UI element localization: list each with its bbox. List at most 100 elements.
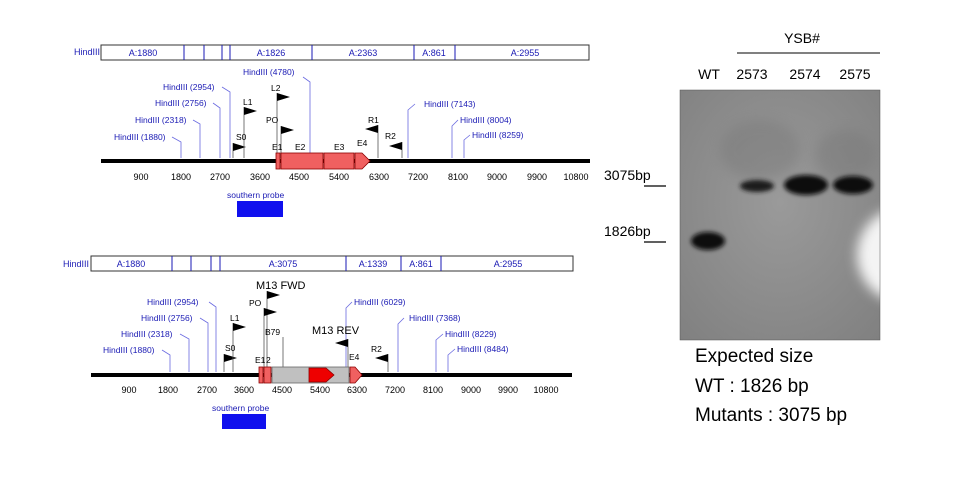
hindiii-site-label: HindIII (6029) (354, 297, 406, 307)
lane-label: 2574 (789, 66, 820, 82)
hindiii-site-label: HindIII (7368) (409, 313, 461, 323)
segment-label: A:2955 (494, 259, 523, 269)
svg-text:4500: 4500 (272, 385, 292, 395)
hindiii-site-label: HindIII (7143) (424, 99, 476, 109)
primer-label: L2 (271, 83, 281, 93)
primer-label: PO (266, 115, 279, 125)
probe-label: southern probe (212, 403, 269, 413)
hindiii-site-label: HindIII (4780) (243, 67, 295, 77)
probe-label: southern probe (227, 190, 284, 200)
segment-bar-top (100, 44, 590, 61)
exon-arrow-icon (354, 152, 371, 170)
svg-text:10800: 10800 (533, 385, 558, 395)
svg-text:9000: 9000 (461, 385, 481, 395)
band-2575 (833, 176, 873, 194)
segment-label: A:2363 (349, 48, 378, 58)
primer-label: R2 (371, 344, 382, 354)
segment-label: A:2955 (511, 48, 540, 58)
southern-probe-box (222, 414, 266, 429)
expected-size-title: Expected size (695, 346, 814, 367)
primer-arrow-icon (264, 308, 277, 316)
svg-text:9000: 9000 (487, 172, 507, 182)
hindiii-site-label: HindIII (8229) (445, 329, 497, 339)
primer-arrow-icon (365, 125, 378, 133)
primer-arrow-icon (267, 291, 280, 299)
primers-top (232, 93, 403, 158)
svg-text:5400: 5400 (310, 385, 330, 395)
hindiii-site-label: HindIII (2756) (141, 313, 193, 323)
hindiii-site-label: HindIII (2318) (135, 115, 187, 125)
exon-box (263, 366, 272, 384)
svg-text:6300: 6300 (347, 385, 367, 395)
hindiii-label-top: HindIII (74, 47, 100, 57)
primer-arrow-icon (335, 339, 348, 347)
svg-text:8100: 8100 (448, 172, 468, 182)
m13-fwd-label: M13 FWD (256, 280, 306, 292)
scale-ticks-top: 900 1800 2700 3600 4500 5400 6300 7200 8… (133, 172, 588, 182)
svg-text:9900: 9900 (527, 172, 547, 182)
svg-text:900: 900 (121, 385, 136, 395)
size-marker-label: 1826bp (604, 223, 651, 239)
expected-wt: WT : 1826 bp (695, 376, 809, 397)
svg-text:1800: 1800 (171, 172, 191, 182)
site-leaders-top (171, 76, 471, 158)
primer-label: L1 (243, 97, 253, 107)
primer-arrow-icon (233, 143, 246, 151)
svg-text:2700: 2700 (197, 385, 217, 395)
hindiii-site-label: HindIII (8004) (460, 115, 512, 125)
exon-box (280, 152, 324, 170)
site-leaders-bottom (161, 301, 456, 372)
exon-label: E2 (295, 142, 306, 152)
primer-label: PO (249, 298, 262, 308)
hindiii-label-bottom: HindIII (63, 259, 89, 269)
hindiii-site-label: HindIII (2954) (147, 297, 199, 307)
exon-label: E4 (349, 352, 360, 362)
segment-label: A:3075 (269, 259, 298, 269)
segment-dividers-top (183, 45, 456, 60)
svg-text:5400: 5400 (329, 172, 349, 182)
segment-label: A:861 (422, 48, 446, 58)
m13-rev-label: M13 REV (312, 325, 360, 337)
segment-label: A:1339 (359, 259, 388, 269)
exon-arrow-icon (349, 366, 363, 384)
hindiii-site-label: HindIII (8484) (457, 344, 509, 354)
ysb-group-label: YSB# (784, 30, 820, 46)
segment-dividers-bottom (171, 256, 442, 271)
exon-box (323, 152, 355, 170)
primer-label: S0 (236, 132, 247, 142)
primer-arrow-icon (277, 93, 290, 101)
hindiii-site-label: HindIII (2954) (163, 82, 215, 92)
exon-label: E1 (255, 355, 266, 365)
exon-label: E3 (334, 142, 345, 152)
lane-label: 2575 (839, 66, 870, 82)
exon-label: E1 (272, 142, 283, 152)
lane-label: 2573 (736, 66, 767, 82)
primer-arrow-icon (389, 142, 402, 150)
band-2573 (740, 180, 774, 192)
southern-blot: YSB# WT 2573 2574 2575 3075bp 1826bp (604, 30, 881, 341)
band-wt (691, 232, 725, 250)
hindiii-site-label: HindIII (8259) (472, 130, 524, 140)
svg-text:4500: 4500 (289, 172, 309, 182)
svg-text:2700: 2700 (210, 172, 230, 182)
insert-arrow-icon (308, 367, 335, 383)
size-marker-label: 3075bp (604, 167, 651, 183)
lane-label: WT (698, 66, 720, 82)
hindiii-site-label: HindIII (1880) (103, 345, 155, 355)
svg-text:1800: 1800 (158, 385, 178, 395)
svg-text:3600: 3600 (250, 172, 270, 182)
band-2574 (784, 175, 828, 195)
segment-label: A:861 (409, 259, 433, 269)
primer-arrow-icon (281, 126, 294, 134)
svg-text:8100: 8100 (423, 385, 443, 395)
scale-ticks-bottom: 900 1800 2700 3600 4500 5400 6300 7200 8… (121, 385, 558, 395)
primer-arrow-icon (244, 107, 257, 115)
svg-text:6300: 6300 (369, 172, 389, 182)
primer-label: B79 (265, 327, 280, 337)
svg-text:9900: 9900 (498, 385, 518, 395)
exon-box (275, 152, 281, 170)
primer-arrow-icon (224, 354, 237, 362)
primer-arrow-icon (233, 323, 246, 331)
blot-membrane (680, 90, 880, 340)
